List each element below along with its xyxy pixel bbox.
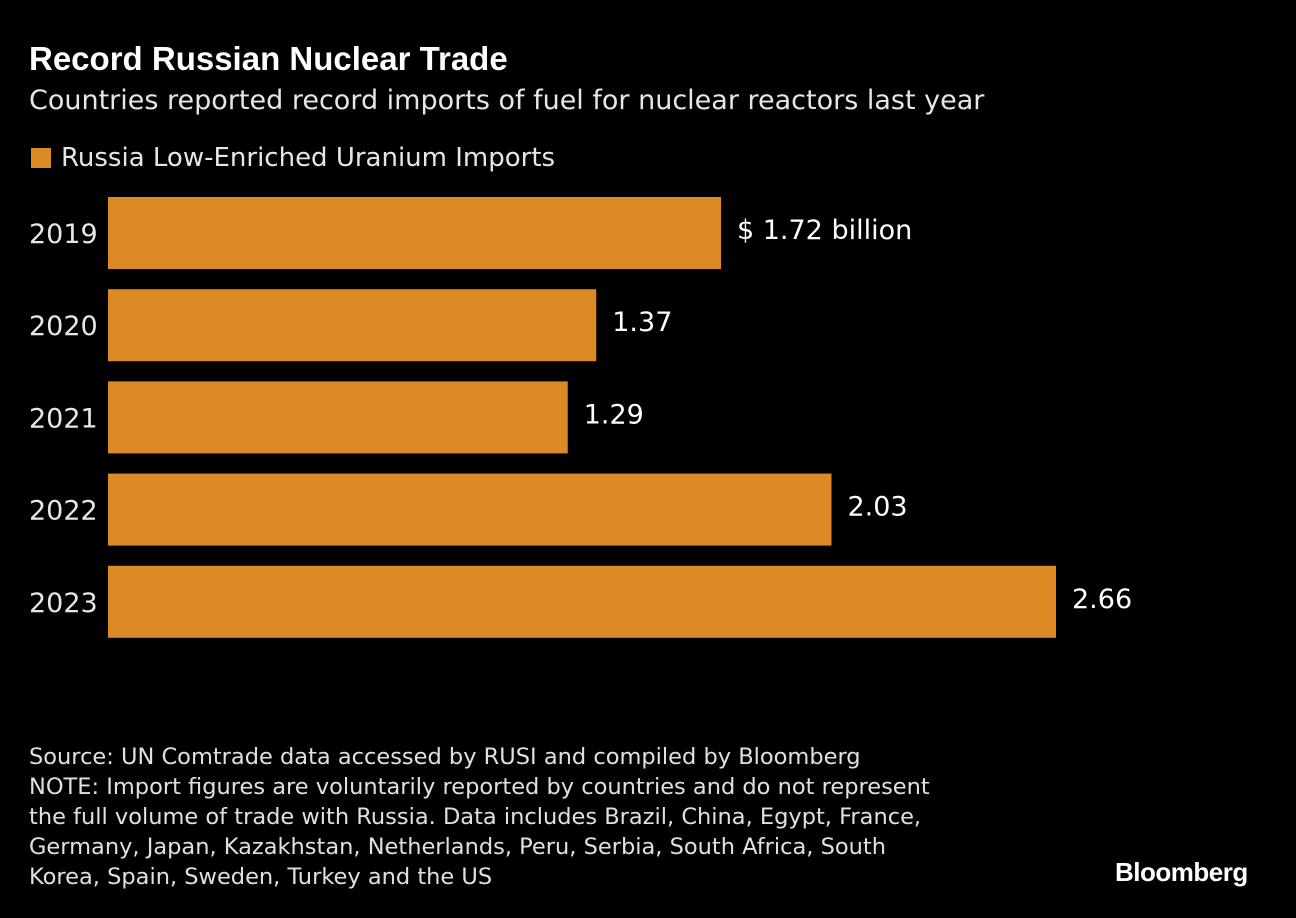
category-label: 2020 [29,311,98,342]
note-line: the full volume of trade with Russia. Da… [29,804,922,830]
bar [108,473,832,546]
source-text: Source: UN Comtrade data accessed by RUS… [29,744,861,770]
bar [108,565,1056,638]
bar [108,197,721,269]
category-label: 2021 [29,403,98,434]
data-label: $ 1.72 billion [737,215,912,246]
chart-title: Record Russian Nuclear Trade [29,40,508,77]
category-label: 2023 [29,588,98,619]
data-label: 2.03 [847,492,907,523]
legend: Russia Low-Enriched Uranium Imports [31,143,555,173]
category-label: 2022 [29,496,98,527]
footer: Source: UN Comtrade data accessed by RUS… [29,742,930,892]
data-label: 2.66 [1072,584,1132,615]
bloomberg-logo: Bloomberg [1115,857,1248,887]
data-label: 1.37 [612,307,672,338]
legend-swatch [31,148,51,168]
note-line: Germany, Japan, Kazakhstan, Netherlands,… [29,834,886,860]
chart-subtitle: Countries reported record imports of fue… [29,85,985,116]
data-label: 1.29 [584,399,644,430]
legend-label: Russia Low-Enriched Uranium Imports [61,143,556,173]
bar [108,289,597,362]
category-label: 2019 [29,219,98,250]
note-line: Korea, Spain, Sweden, Turkey and the US [29,864,493,890]
note-line: NOTE: Import figures are voluntarily rep… [29,774,930,800]
bar [108,381,568,454]
